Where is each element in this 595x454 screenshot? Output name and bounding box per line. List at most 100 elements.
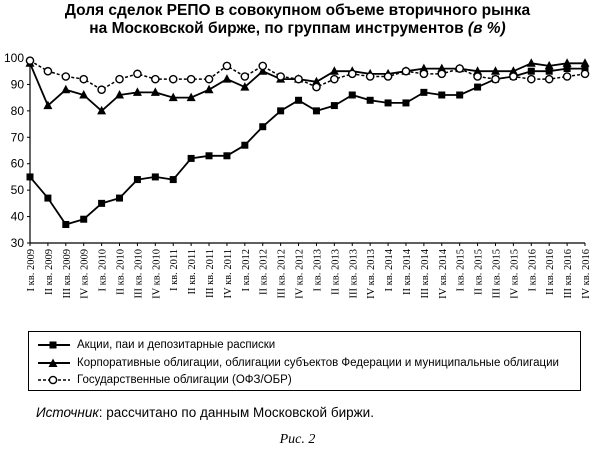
- series-0-point: [348, 91, 356, 99]
- y-tick-label: 60: [11, 157, 25, 171]
- series-1-point: [240, 82, 250, 91]
- series-0-point: [312, 107, 320, 115]
- series-0-point: [330, 102, 338, 110]
- series-2-point: [401, 66, 411, 76]
- x-tick-label: II кв. 2014: [402, 248, 413, 295]
- series-2-point: [330, 74, 339, 84]
- series-0-point: [241, 141, 249, 149]
- x-tick-label: II кв. 2009: [44, 249, 55, 295]
- series-0-point: [277, 107, 285, 115]
- series-0-point: [456, 91, 464, 99]
- series-0-point: [295, 96, 303, 104]
- series-2-point: [526, 74, 536, 84]
- y-tick-label: 40: [11, 210, 25, 224]
- series-2-point: [151, 74, 160, 84]
- series-2-point: [133, 69, 142, 79]
- x-tick-label: III кв. 2014: [420, 248, 431, 298]
- series-0-point: [402, 99, 410, 107]
- series-1-point: [580, 58, 590, 67]
- series-1-point: [544, 60, 554, 70]
- series-line-0: [29, 67, 585, 226]
- x-tick-label: II кв. 2010: [116, 249, 127, 295]
- series-1-point: [258, 66, 268, 75]
- series-2-point: [61, 72, 71, 81]
- series-2-point: [97, 85, 106, 95]
- series-2-point: [365, 72, 375, 81]
- series-line-2: [29, 59, 586, 91]
- x-tick-label: IV кв. 2009: [80, 249, 91, 299]
- legend-label-government-bonds: Государственные облигации (ОФЗ/ОБР): [77, 374, 292, 386]
- legend-item-corporate-bonds: Корпоративные облигации, облигации субъе…: [37, 355, 559, 371]
- y-tick-label: 70: [11, 130, 25, 144]
- chart-title: Доля сделок РЕПО в совокупном объеме вто…: [0, 2, 595, 38]
- series-2-point: [473, 72, 482, 81]
- source-label: Источник: [36, 405, 99, 420]
- series-2-point: [25, 56, 35, 65]
- series-0-point: [545, 67, 553, 75]
- series-2-point: [580, 69, 590, 79]
- series-2-point: [455, 64, 464, 73]
- series-1-point: [311, 76, 321, 86]
- series-2-point: [544, 74, 554, 84]
- x-tick-label: III кв. 2009: [62, 249, 73, 298]
- y-tick-label: 100: [4, 51, 24, 65]
- x-tick-label: II кв. 2011: [187, 249, 198, 295]
- y-tick-label: 90: [11, 77, 25, 91]
- series-1-point: [490, 66, 500, 75]
- series-1-point: [508, 66, 518, 75]
- x-tick-label: IV кв. 2016: [581, 249, 592, 299]
- series-1-point: [204, 84, 214, 94]
- series-2-point: [419, 69, 429, 79]
- legend-swatch-corporate-bonds: [38, 358, 70, 367]
- x-tick-label: I кв. 2011: [169, 249, 180, 291]
- series-0-point: [133, 176, 141, 184]
- chart-legend: Акции, паи и депозитарные расписки Корпо…: [28, 331, 581, 391]
- x-tick-label: IV кв. 2013: [366, 249, 377, 299]
- x-tick-label: IV кв. 2011: [223, 249, 234, 298]
- x-tick-label: I кв. 2013: [312, 249, 323, 291]
- series-2-point: [491, 74, 500, 84]
- x-tick-label: IV кв. 2014: [438, 248, 449, 299]
- series-0-point: [581, 65, 589, 73]
- series-1-point: [115, 90, 125, 99]
- series-0-point: [384, 99, 392, 107]
- series-0-point: [26, 173, 34, 181]
- series-2-point: [383, 72, 393, 81]
- series-0-point: [420, 88, 428, 96]
- series-0-point: [151, 173, 159, 181]
- series-2-point: [312, 82, 321, 92]
- x-tick-label: III кв. 2010: [133, 249, 144, 298]
- series-2-point: [347, 69, 357, 79]
- series-0-point: [116, 194, 124, 202]
- series-2-point: [276, 72, 285, 81]
- series-1-point: [168, 92, 178, 102]
- x-tick-label: II кв. 2012: [259, 249, 270, 295]
- x-tick-label: I кв. 2012: [241, 249, 252, 291]
- x-tick-label: III кв. 2013: [348, 249, 359, 298]
- series-0-point: [259, 123, 267, 131]
- x-tick-label: II кв. 2013: [330, 249, 341, 295]
- y-tick-label: 50: [11, 183, 25, 197]
- series-2-point: [222, 61, 232, 71]
- figure-caption: Рис. 2: [279, 432, 316, 447]
- series-1-point: [562, 58, 572, 67]
- x-tick-label: III кв. 2012: [277, 249, 288, 298]
- x-tick-label: III кв. 2015: [491, 249, 502, 298]
- series-2-point: [43, 66, 53, 76]
- series-1-point: [97, 105, 107, 115]
- legend-swatch-government-bonds: [38, 375, 70, 385]
- series-0-point: [223, 152, 231, 160]
- source-text: : рассчитано по данным Московской биржи.: [98, 405, 374, 420]
- legend-label-stocks: Акции, паи и депозитарные расписки: [77, 339, 276, 351]
- series-1-point: [61, 84, 71, 94]
- series-1-point: [150, 87, 160, 96]
- legend-item-stocks: Акции, паи и депозитарные расписки: [37, 337, 275, 353]
- series-0-point: [98, 199, 106, 207]
- series-1-point: [473, 66, 483, 75]
- y-tick-label: 80: [11, 104, 25, 118]
- series-2-point: [186, 74, 196, 84]
- series-2-point: [294, 74, 303, 84]
- chart-title-line2: на Московской бирже, по группам инструме…: [0, 20, 595, 38]
- x-tick-label: II кв. 2015: [474, 249, 485, 295]
- x-tick-label: I кв. 2014: [384, 248, 395, 291]
